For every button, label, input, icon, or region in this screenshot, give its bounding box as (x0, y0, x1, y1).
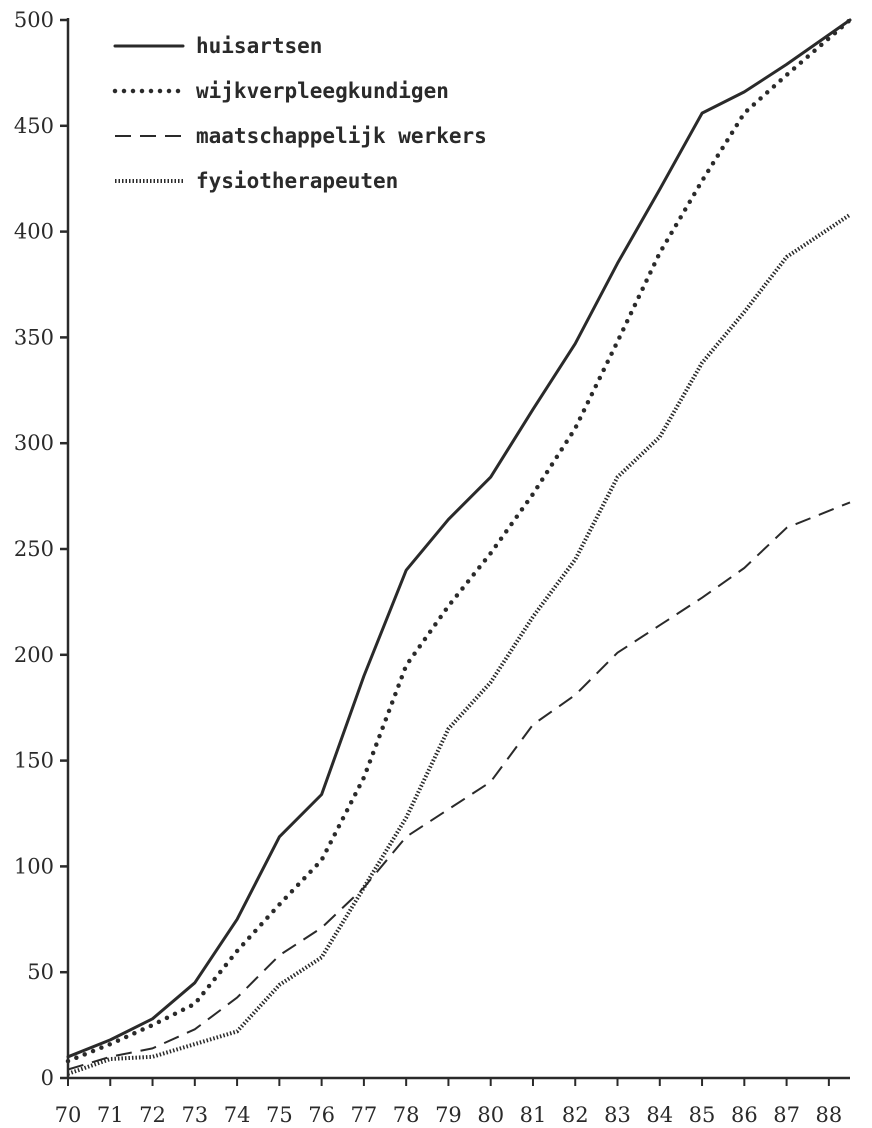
legend-label: huisartsen (196, 34, 322, 58)
y-tick-label: 0 (41, 1066, 54, 1090)
y-tick-label: 100 (14, 854, 54, 878)
x-tick-label: 81 (520, 1103, 547, 1127)
x-tick-label: 88 (815, 1103, 842, 1127)
x-tick-label: 71 (97, 1103, 124, 1127)
x-tick-label: 73 (181, 1103, 208, 1127)
y-tick-label: 300 (14, 431, 54, 455)
y-tick-label: 200 (14, 643, 54, 667)
x-tick-label: 72 (139, 1103, 166, 1127)
x-tick-label: 83 (604, 1103, 631, 1127)
legend-label: fysiotherapeuten (196, 169, 398, 193)
y-tick-label: 350 (14, 325, 54, 349)
x-tick-label: 84 (646, 1103, 673, 1127)
x-tick-label: 79 (435, 1103, 462, 1127)
x-tick-label: 86 (731, 1103, 758, 1127)
x-tick-label: 75 (266, 1103, 293, 1127)
x-tick-label: 85 (689, 1103, 716, 1127)
series-lines (65, 17, 853, 1076)
x-tick-label: 82 (562, 1103, 589, 1127)
x-tick-label: 74 (224, 1103, 251, 1127)
x-tick-label: 80 (477, 1103, 504, 1127)
x-tick-label: 70 (55, 1103, 82, 1127)
axes (60, 18, 850, 1086)
legend-label: wijkverpleegkundigen (196, 79, 449, 103)
x-tick-label: 78 (393, 1103, 420, 1127)
x-tick-label: 87 (773, 1103, 800, 1127)
legend-entry: maatschappelijk werkers (115, 124, 487, 148)
legend-entry: fysiotherapeuten (115, 169, 398, 193)
series-line-1 (66, 18, 852, 1059)
y-tick-label: 500 (14, 8, 54, 32)
y-tick-label: 150 (14, 749, 54, 773)
tick-labels: 0 50 100 150 200 250 300 350 400 450 500 70 71 72 73 74… (14, 8, 842, 1127)
series-line-3 (67, 501, 851, 1071)
legend-entry: huisartsen (113, 34, 322, 58)
legend-label: maatschappelijk werkers (196, 124, 487, 148)
y-tick-label: 250 (14, 537, 54, 561)
legend: huisartsen wijkverpleegkundigen maatschapp… (112, 34, 487, 193)
legend-entry: wijkverpleegkundigen (112, 79, 449, 103)
series-line-4 (67, 213, 852, 1076)
x-tick-label: 76 (308, 1103, 335, 1127)
y-tick-label: 450 (14, 114, 54, 138)
y-tick-label: 400 (14, 220, 54, 244)
y-tick-label: 50 (27, 960, 54, 984)
x-tick-label: 77 (351, 1103, 378, 1127)
series-line-2 (65, 17, 853, 1064)
